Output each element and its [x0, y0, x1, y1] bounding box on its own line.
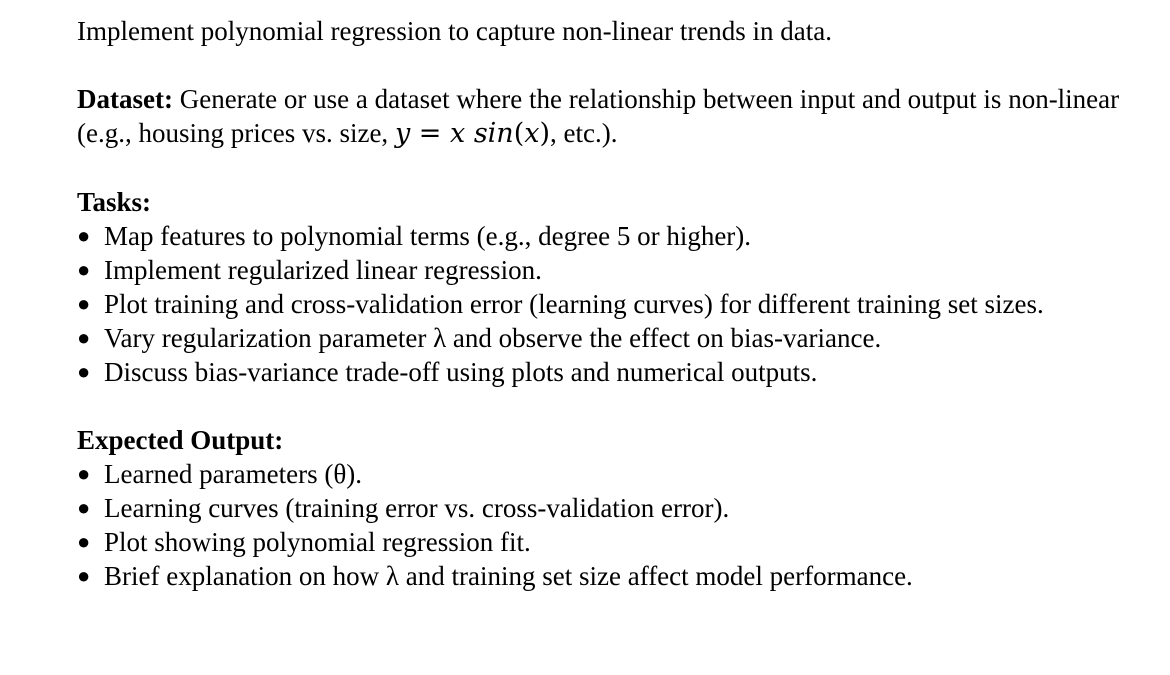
output-text: Learning curves (training error vs. cros… [104, 493, 730, 523]
formula-lhs: y [394, 118, 411, 149]
bullet-icon: ● [77, 461, 91, 486]
formula-open: ( [513, 118, 525, 149]
task-item: ● Implement regularized linear regression… [77, 253, 1157, 287]
dataset-text-end: , etc.). [550, 118, 618, 148]
task-item: ● Vary regularization parameter λ and obs… [77, 321, 1157, 355]
output-text: Learned parameters (θ). [104, 459, 363, 489]
bullet-icon: ● [77, 359, 91, 384]
formula-arg: x [524, 118, 540, 149]
output-text: Plot showing polynomial regression fit. [104, 527, 531, 557]
task-text: Implement regularized linear regression. [104, 255, 542, 285]
bullet-icon: ● [77, 257, 91, 282]
bullet-icon: ● [77, 325, 91, 350]
tasks-list: ● Map features to polynomial terms (e.g.,… [77, 219, 1157, 389]
task-item: ● Map features to polynomial terms (e.g.,… [77, 219, 1157, 253]
dataset-paragraph: Dataset: Generate or use a dataset where… [77, 82, 1157, 151]
spacer [77, 48, 1157, 82]
dataset-formula: y = x sin(x) [395, 118, 550, 149]
document-page: Implement polynomial regression to captu… [77, 14, 1157, 593]
bullet-icon: ● [77, 563, 91, 588]
output-item: ● Learning curves (training error vs. cro… [77, 491, 1157, 525]
bullet-icon: ● [77, 529, 91, 554]
bullet-icon: ● [77, 223, 91, 248]
dataset-label: Dataset: [77, 84, 173, 114]
spacer [77, 389, 1157, 423]
tasks-heading: Tasks: [77, 187, 152, 217]
formula-x: x [450, 118, 474, 149]
task-item: ● Discuss bias-variance trade-off using p… [77, 355, 1157, 389]
dataset-text: Generate or use a dataset where the rela… [77, 84, 1120, 148]
formula-close: ) [539, 118, 551, 149]
task-text: Discuss bias-variance trade-off using pl… [104, 357, 818, 387]
task-text: Plot training and cross-validation error… [104, 289, 1044, 319]
intro-paragraph: Implement polynomial regression to captu… [77, 16, 833, 46]
output-item: ● Plot showing polynomial regression fit. [77, 525, 1157, 559]
output-item: ● Brief explanation on how λ and training… [77, 559, 1157, 593]
output-item: ● Learned parameters (θ). [77, 457, 1157, 491]
expected-output-list: ● Learned parameters (θ). ● Learning curve… [77, 457, 1157, 593]
formula-equals: = [410, 118, 450, 149]
output-text: Brief explanation on how λ and training … [104, 561, 913, 591]
task-text: Map features to polynomial terms (e.g., … [104, 221, 752, 251]
task-text: Vary regularization parameter λ and obse… [104, 323, 882, 353]
formula-fn: sin [473, 118, 514, 149]
spacer [77, 151, 1157, 185]
task-item: ● Plot training and cross-validation erro… [77, 287, 1157, 321]
expected-output-heading: Expected Output: [77, 425, 284, 455]
bullet-icon: ● [77, 291, 91, 316]
bullet-icon: ● [77, 495, 91, 520]
